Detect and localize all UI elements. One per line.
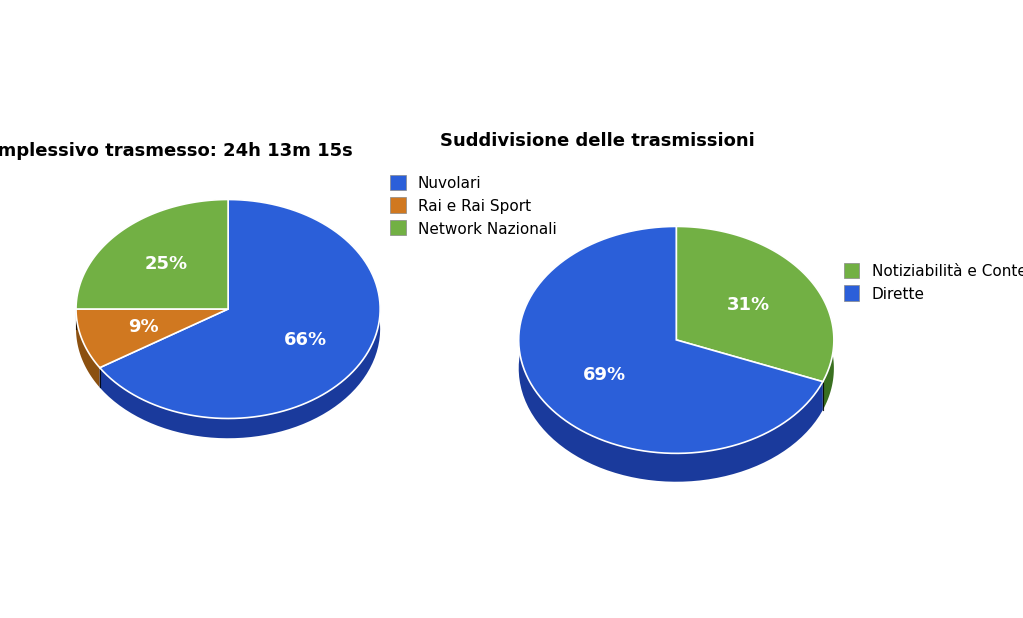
Polygon shape <box>676 226 834 382</box>
Text: 25%: 25% <box>144 255 187 273</box>
Text: Suddivisione delle trasmissioni: Suddivisione delle trasmissioni <box>440 132 755 150</box>
Polygon shape <box>676 226 834 410</box>
Text: 31%: 31% <box>726 296 769 314</box>
Polygon shape <box>99 200 381 438</box>
Text: Complessivo trasmesso: 24h 13m 15s: Complessivo trasmesso: 24h 13m 15s <box>0 142 353 159</box>
Polygon shape <box>76 200 228 329</box>
Polygon shape <box>76 200 228 309</box>
Polygon shape <box>76 309 99 387</box>
Polygon shape <box>519 226 822 481</box>
Polygon shape <box>519 226 822 454</box>
Text: 66%: 66% <box>283 331 327 349</box>
Text: 69%: 69% <box>583 366 626 384</box>
Text: 9%: 9% <box>128 318 159 336</box>
Polygon shape <box>99 200 381 418</box>
Legend: Notiziabilità e Contenitori, Dirette: Notiziabilità e Contenitori, Dirette <box>844 265 1023 302</box>
Legend: Nuvolari, Rai e Rai Sport, Network Nazionali: Nuvolari, Rai e Rai Sport, Network Nazio… <box>390 176 557 237</box>
Polygon shape <box>76 309 228 368</box>
